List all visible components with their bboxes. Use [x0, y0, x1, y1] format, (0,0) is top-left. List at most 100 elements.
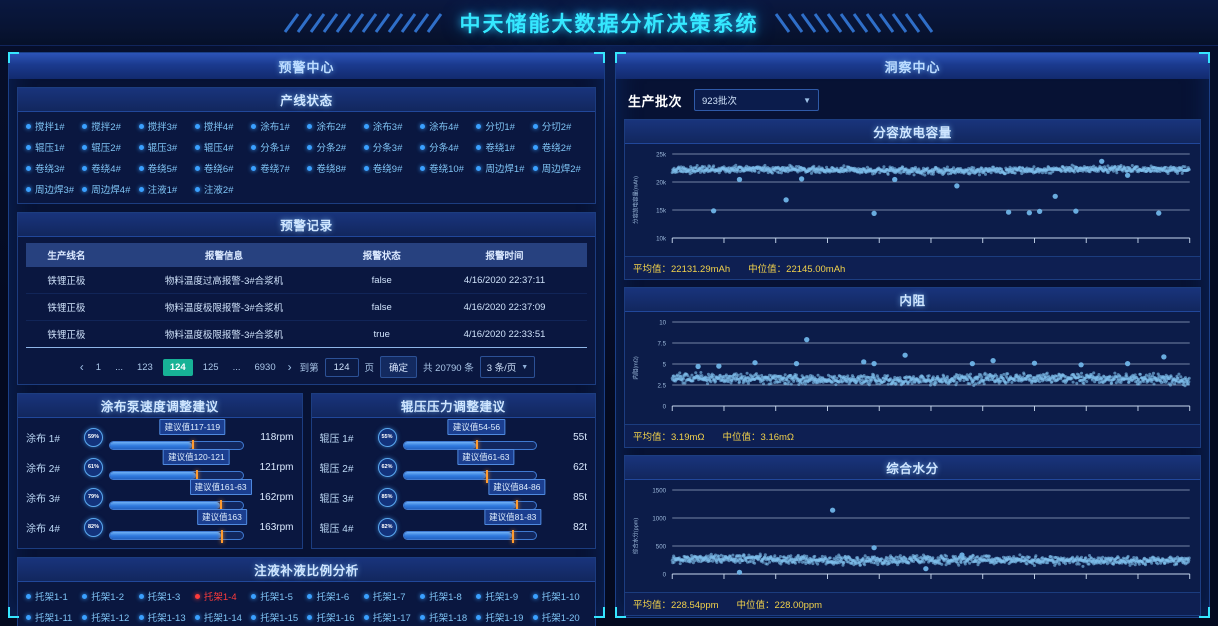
production-line-item[interactable]: 辊压2# — [82, 140, 136, 154]
production-line-item[interactable]: 卷绕4# — [82, 161, 136, 175]
page-number[interactable]: 123 — [136, 361, 153, 373]
slider-marker[interactable] — [192, 440, 195, 453]
goto-page-input[interactable]: 124 — [324, 357, 359, 377]
bracket-item[interactable]: 托架1-4 — [194, 589, 249, 603]
slider-marker[interactable] — [485, 470, 488, 483]
bracket-item[interactable]: 托架1-8 — [420, 589, 474, 603]
production-line-item[interactable]: 搅拌1# — [26, 119, 80, 133]
slider-track-wrap[interactable]: 建议值54-56 — [402, 419, 537, 453]
slider-track[interactable] — [109, 470, 244, 483]
bracket-item[interactable]: 托架1-3 — [138, 589, 193, 603]
page-number[interactable]: 125 — [202, 361, 219, 373]
production-line-item[interactable]: 分条2# — [307, 140, 361, 154]
slider-track-wrap[interactable]: 建议值81-83 — [402, 509, 542, 543]
bracket-item[interactable]: 托架1-20 — [532, 610, 587, 624]
production-line-item[interactable]: 分条3# — [363, 140, 418, 154]
production-line-item[interactable]: 卷绕6# — [194, 161, 249, 175]
production-line-item[interactable]: 分切1# — [476, 119, 530, 133]
slider-row[interactable]: 涂布 1# 59% 建议值117-119 118rpm — [26, 419, 294, 453]
page-size-select[interactable]: 3 条/页 ▼ — [479, 356, 536, 378]
page-number-active[interactable]: 124 — [162, 358, 193, 376]
production-line-item[interactable]: 分条4# — [420, 140, 474, 154]
slider-track[interactable] — [109, 530, 244, 543]
slider-row[interactable]: 辊压 3# 85% 建议值84-86 85t — [320, 479, 587, 513]
bracket-item[interactable]: 托架1-5 — [251, 589, 305, 603]
slider-marker[interactable] — [516, 500, 519, 513]
slider-track-wrap[interactable]: 建议值163 — [109, 509, 247, 543]
chart-plot-area[interactable]: 10k 15k 20k 25k 分容放电容量(mAh) — [625, 144, 1200, 256]
bracket-item[interactable]: 托架1-14 — [194, 610, 249, 624]
production-line-item[interactable]: 周边焊4# — [82, 182, 136, 196]
slider-track-wrap[interactable]: 建议值117-119 — [109, 419, 244, 453]
bracket-item[interactable]: 托架1-10 — [532, 589, 587, 603]
slider-track[interactable] — [402, 530, 537, 543]
slider-track-wrap[interactable]: 建议值161-63 — [109, 479, 252, 513]
slider-marker[interactable] — [476, 440, 479, 453]
bracket-item[interactable]: 托架1-7 — [363, 589, 418, 603]
page-number[interactable]: 6930 — [254, 361, 276, 373]
slider-marker[interactable] — [219, 500, 222, 513]
confirm-page-button[interactable]: 确定 — [380, 356, 418, 378]
slider-track[interactable] — [402, 470, 537, 483]
production-line-item[interactable]: 搅拌4# — [194, 119, 249, 133]
bracket-item[interactable]: 托架1-12 — [82, 610, 136, 624]
bracket-item[interactable]: 托架1-2 — [82, 589, 136, 603]
table-row[interactable]: 铁锂正极 物料温度极限报警-3#合浆机 false 4/16/2020 22:37:0… — [26, 294, 587, 321]
production-line-item[interactable]: 涂布3# — [363, 119, 418, 133]
production-line-item[interactable]: 搅拌2# — [82, 119, 136, 133]
production-line-item[interactable]: 注液1# — [138, 182, 193, 196]
production-line-item[interactable]: 注液2# — [194, 182, 249, 196]
bracket-item[interactable]: 托架1-11 — [26, 610, 80, 624]
batch-select[interactable]: 923批次 ▼ — [694, 89, 820, 111]
slider-track[interactable] — [109, 500, 244, 513]
production-line-item[interactable]: 辊压3# — [138, 140, 193, 154]
production-line-item[interactable]: 周边焊2# — [532, 161, 587, 175]
production-line-item[interactable]: 涂布2# — [307, 119, 361, 133]
slider-marker[interactable] — [196, 470, 199, 483]
production-line-item[interactable]: 卷绕10# — [420, 161, 474, 175]
production-line-item[interactable]: 涂布1# — [251, 119, 305, 133]
slider-row[interactable]: 涂布 2# 61% 建议值120-121 121rpm — [26, 449, 294, 483]
page-number-list[interactable]: 1... 123 124 125... 6930 — [92, 358, 280, 376]
slider-row[interactable]: 辊压 2# 62% 建议值61-63 62t — [320, 449, 587, 483]
production-line-item[interactable]: 辊压1# — [26, 140, 80, 154]
slider-track-wrap[interactable]: 建议值120-121 — [109, 449, 244, 483]
production-line-item[interactable]: 分切2# — [532, 119, 587, 133]
production-line-item[interactable]: 卷绕5# — [138, 161, 193, 175]
bracket-item[interactable]: 托架1-6 — [307, 589, 361, 603]
production-line-item[interactable]: 卷绕8# — [307, 161, 361, 175]
slider-row[interactable]: 辊压 1# 55% 建议值54-56 55t — [320, 419, 587, 453]
production-line-item[interactable]: 周边焊3# — [26, 182, 80, 196]
bracket-item[interactable]: 托架1-18 — [420, 610, 474, 624]
production-line-item[interactable]: 搅拌3# — [138, 119, 193, 133]
slider-row[interactable]: 辊压 4# 82% 建议值81-83 82t — [320, 509, 587, 543]
bracket-item[interactable]: 托架1-1 — [26, 589, 80, 603]
production-line-item[interactable]: 周边焊1# — [476, 161, 530, 175]
production-line-item[interactable]: 卷绕2# — [532, 140, 587, 154]
production-line-item[interactable]: 卷绕9# — [363, 161, 418, 175]
slider-track[interactable] — [402, 500, 537, 513]
bracket-item[interactable]: 托架1-17 — [363, 610, 418, 624]
bracket-item[interactable]: 托架1-15 — [251, 610, 305, 624]
bracket-item[interactable]: 托架1-13 — [138, 610, 193, 624]
bracket-item[interactable]: 托架1-19 — [476, 610, 530, 624]
prev-page-button[interactable]: ‹ — [79, 360, 84, 374]
production-line-item[interactable]: 涂布4# — [420, 119, 474, 133]
table-row[interactable]: 铁锂正极 物料温度过高报警-3#合浆机 false 4/16/2020 22:37:1… — [26, 267, 587, 294]
production-line-item[interactable]: 分条1# — [251, 140, 305, 154]
production-line-item[interactable]: 卷绕1# — [476, 140, 530, 154]
table-row[interactable]: 铁锂正极 物料温度极限报警-3#合浆机 true 4/16/2020 22:33:51 — [26, 321, 587, 348]
bracket-item[interactable]: 托架1-16 — [307, 610, 361, 624]
production-line-item[interactable]: 辊压4# — [194, 140, 249, 154]
production-line-item[interactable]: 卷绕7# — [251, 161, 305, 175]
bracket-item[interactable]: 托架1-9 — [476, 589, 530, 603]
slider-marker[interactable] — [221, 530, 224, 543]
production-line-item[interactable]: 卷绕3# — [26, 161, 80, 175]
slider-marker[interactable] — [512, 530, 515, 543]
slider-track-wrap[interactable]: 建议值84-86 — [402, 479, 546, 513]
chart-plot-area[interactable]: 0 2.5 5 7.5 10 内阻(mΩ) — [625, 312, 1200, 424]
slider-row[interactable]: 涂布 4# 82% 建议值163 163rpm — [26, 509, 294, 543]
pagination[interactable]: ‹ 1... 123 124 125... 6930 › 到第 124 页 确定 共 2… — [26, 348, 587, 382]
slider-row[interactable]: 涂布 3# 79% 建议值161-63 162rpm — [26, 479, 294, 513]
next-page-button[interactable]: › — [287, 360, 292, 374]
